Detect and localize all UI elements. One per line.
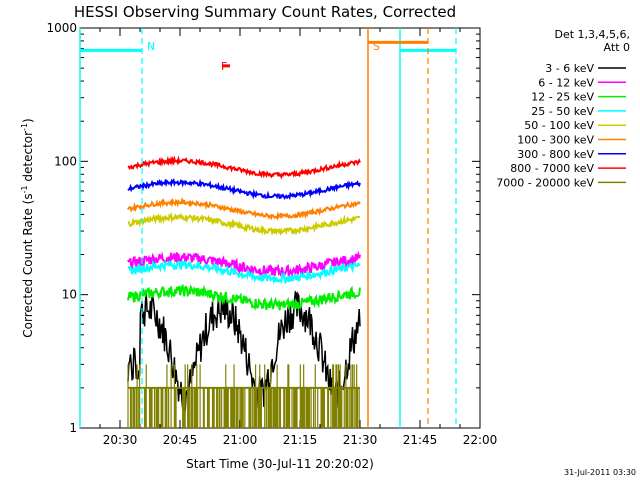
x-tick-label: 21:15: [283, 433, 318, 447]
x-tick-label: 21:00: [223, 433, 258, 447]
legend-entry: 3 - 6 keV: [545, 62, 594, 75]
legend-entry: 100 - 300 keV: [517, 134, 594, 147]
annotation-label: S: [373, 40, 380, 53]
series-line: [127, 259, 361, 285]
legend-entry: 300 - 800 keV: [517, 148, 594, 161]
legend-entry: 6 - 12 keV: [538, 76, 594, 89]
series-line: [127, 177, 361, 201]
annotation-label: F: [221, 60, 227, 73]
x-tick-label: 20:30: [103, 433, 138, 447]
legend-title-2: Att 0: [604, 41, 630, 54]
series-line: [127, 212, 361, 237]
chart-marks: N F S 31-Jul-2011 03:30: [79, 28, 636, 477]
y-tick-label: 1000: [46, 21, 77, 35]
x-tick-label: 21:45: [403, 433, 438, 447]
series-line: [127, 250, 361, 279]
series-line: [127, 283, 361, 311]
legend-entry: 25 - 50 keV: [531, 105, 594, 118]
legend-entry: 800 - 7000 keV: [510, 162, 594, 175]
legend-entry: 50 - 100 keV: [524, 119, 594, 132]
legend-entry: 7000 - 20000 keV: [496, 176, 594, 189]
series-line: [127, 155, 361, 180]
y-axis-label: Corrected Count Rate (s-1 detector-1): [20, 118, 35, 337]
annotation-label: N: [147, 40, 155, 53]
legend-entry: 12 - 25 keV: [531, 91, 594, 104]
x-axis-label: Start Time (30-Jul-11 20:20:02): [186, 457, 374, 471]
y-tick-label: 100: [54, 154, 77, 168]
legend-title-1: Det 1,3,4,5,6,: [554, 28, 630, 41]
y-tick-label: 1: [69, 421, 77, 435]
timestamp-label: 31-Jul-2011 03:30: [564, 468, 636, 477]
x-tick-label: 21:30: [343, 433, 378, 447]
y-tick-label: 10: [62, 288, 77, 302]
series-line: [127, 196, 361, 221]
series-line: [127, 290, 361, 412]
chart-title: HESSI Observing Summary Count Rates, Cor…: [74, 3, 456, 21]
x-tick-label: 22:00: [463, 433, 498, 447]
x-tick-label: 20:45: [163, 433, 198, 447]
